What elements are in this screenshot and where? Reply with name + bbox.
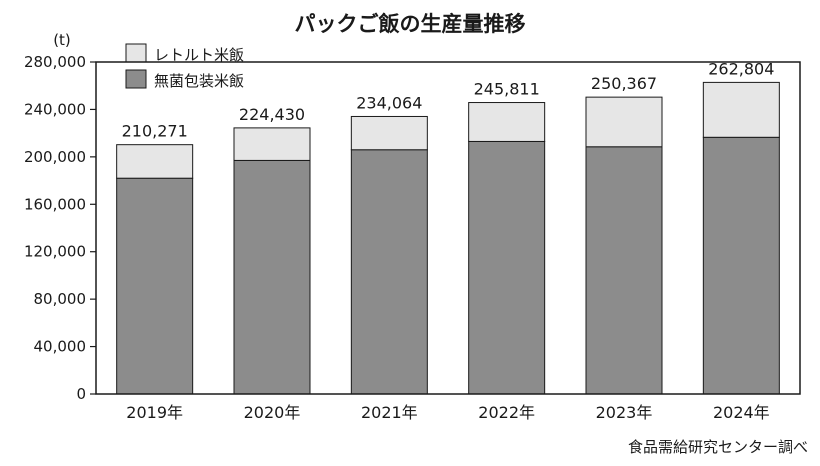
bar-segment-retort-rice: [702, 81, 780, 138]
bars: [116, 81, 780, 395]
legend-swatch-aseptic-rice: [125, 69, 147, 89]
x-axis: 2019年 2020年 2021年 2022年 2023年 2024年: [126, 403, 769, 422]
x-tick-label: 2020年: [244, 403, 301, 422]
y-tick-label: 120,000: [24, 243, 86, 261]
bar-segment-aseptic-rice: [468, 140, 546, 395]
bar-segment-retort-rice: [233, 127, 311, 161]
x-tick-label: 2021年: [361, 403, 418, 422]
bar-segment-aseptic-rice: [585, 146, 663, 395]
y-axis: 0 40,000 80,000 120,000 160,000 200,000 240,00…: [24, 53, 96, 403]
y-tick-label: 200,000: [24, 148, 86, 166]
bar-segment-retort-rice: [350, 115, 428, 151]
y-tick-label: 160,000: [24, 195, 86, 213]
y-axis-unit-label: (t): [53, 31, 71, 49]
plot-area-frame: [95, 61, 801, 395]
x-tick-label: 2022年: [478, 403, 535, 422]
bar-segment-retort-rice: [468, 102, 546, 142]
total-value-label: 262,804: [708, 59, 774, 78]
source-note: 食品需給研究センター調べ: [628, 438, 808, 456]
x-tick-label: 2024年: [713, 403, 770, 422]
legend-label-aseptic-rice: 無菌包装米飯: [154, 72, 244, 90]
legend: レトルト米飯 無菌包装米飯: [125, 43, 244, 90]
total-value-label: 245,811: [474, 80, 540, 99]
total-value-label: 250,367: [591, 74, 657, 93]
total-value-label: 210,271: [122, 122, 188, 141]
bar-segment-aseptic-rice: [702, 136, 780, 395]
legend-swatch-retort-rice: [125, 43, 147, 63]
bar-segment-retort-rice: [585, 96, 663, 148]
x-tick-label: 2023年: [596, 403, 653, 422]
total-value-label: 234,064: [356, 93, 422, 112]
bar-segment-aseptic-rice: [116, 177, 194, 395]
total-labels: 210,271 224,430 234,064 245,811 250,367 262,8…: [122, 59, 775, 140]
total-value-label: 224,430: [239, 105, 305, 124]
chart-title: パックご飯の生産量推移: [295, 12, 526, 36]
x-tick-label: 2019年: [126, 403, 183, 422]
y-tick-label: 40,000: [34, 338, 87, 356]
y-tick-label: 240,000: [24, 100, 86, 118]
y-tick-label: 80,000: [34, 290, 87, 308]
y-tick-label: 280,000: [24, 53, 86, 71]
bar-segment-aseptic-rice: [233, 159, 311, 395]
legend-label-retort-rice: レトルト米飯: [154, 46, 244, 64]
y-tick-label: 0: [76, 385, 86, 403]
bar-segment-retort-rice: [116, 144, 194, 179]
bar-segment-aseptic-rice: [350, 149, 428, 395]
